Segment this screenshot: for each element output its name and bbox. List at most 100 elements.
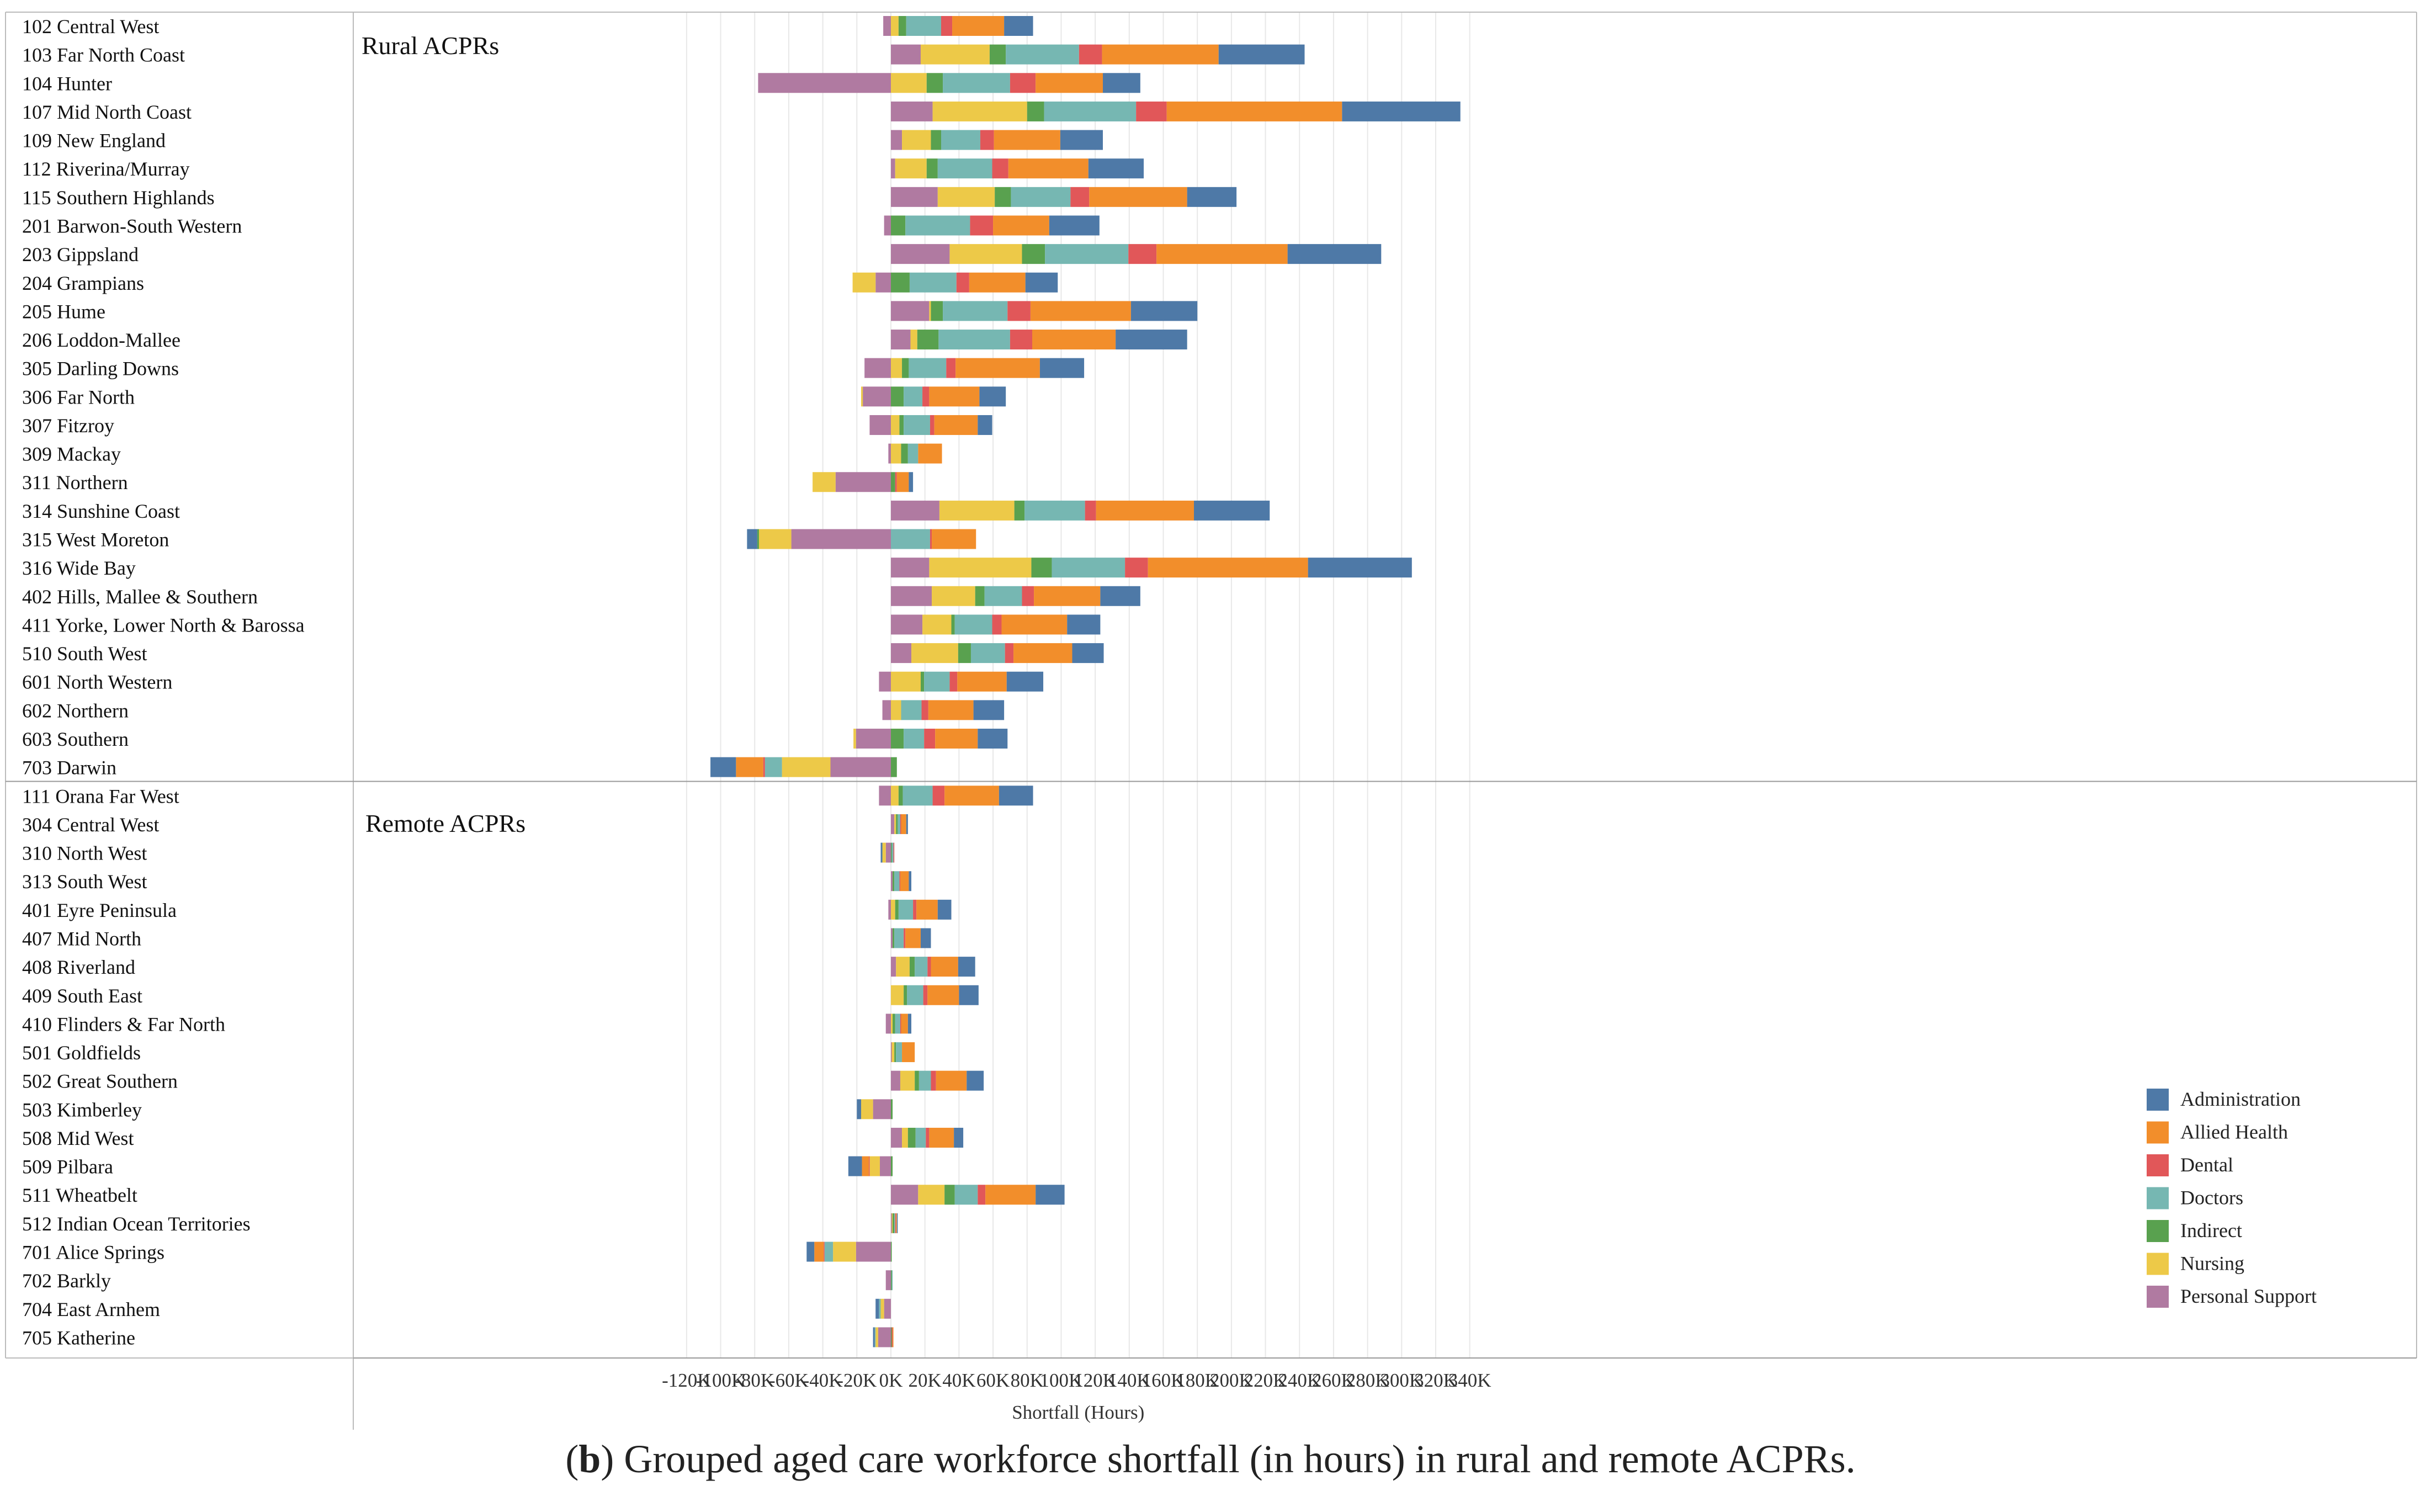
bar-personal-support xyxy=(885,1270,891,1291)
bar-nursing xyxy=(932,101,1027,121)
row-label: 511 Wheatbelt xyxy=(22,1184,137,1206)
bar-indirect xyxy=(899,415,904,435)
bar-doctors xyxy=(984,586,1022,606)
bar-administration xyxy=(1218,44,1305,65)
bar-dental xyxy=(900,1014,901,1034)
row-label: 102 Central West xyxy=(22,15,159,38)
bar-allied-health xyxy=(928,700,974,720)
row-label: 503 Kimberley xyxy=(22,1099,142,1121)
bar-administration xyxy=(896,1213,898,1233)
row-label: 411 Yorke, Lower North & Barossa xyxy=(22,614,305,636)
bar-doctors xyxy=(954,1185,978,1205)
x-tick-label: -60K xyxy=(769,1370,809,1391)
legend-label: Indirect xyxy=(2180,1219,2242,1242)
bar-allied-health xyxy=(932,529,976,549)
bar-doctors xyxy=(909,272,957,293)
row-label: 313 South West xyxy=(22,871,147,893)
bar-personal-support xyxy=(878,1327,891,1347)
bar-doctors xyxy=(904,729,925,749)
bar-administration xyxy=(875,1298,879,1319)
bar-personal-support xyxy=(884,1298,891,1319)
bar-indirect xyxy=(891,729,904,749)
bar-administration xyxy=(967,1070,984,1091)
x-tick-label: 140K xyxy=(1108,1370,1151,1391)
bar-nursing xyxy=(902,130,931,150)
bar-dental xyxy=(1007,301,1031,321)
row-label: 410 Flinders & Far North xyxy=(22,1013,225,1035)
bar-indirect xyxy=(917,330,939,350)
row-label: 501 Goldfields xyxy=(22,1042,141,1064)
bar-doctors xyxy=(896,1042,902,1063)
bar-nursing xyxy=(891,786,899,806)
bar-personal-support xyxy=(879,671,891,692)
bar-personal-support xyxy=(891,586,932,606)
bar-nursing xyxy=(891,1213,893,1233)
bar-personal-support xyxy=(891,957,896,977)
row-label: 311 Northern xyxy=(22,471,128,494)
legend-label: Doctors xyxy=(2180,1187,2243,1209)
group-title-remote-acprs: Remote ACPRs xyxy=(365,809,525,837)
bar-dental xyxy=(868,1156,870,1176)
bar-doctors xyxy=(954,614,992,635)
row-label: 107 Mid North Coast xyxy=(22,101,192,123)
bar-indirect xyxy=(891,1242,892,1262)
bar-doctors xyxy=(915,957,928,977)
bar-administration xyxy=(909,472,914,492)
bar-dental xyxy=(978,1185,986,1205)
bar-allied-health xyxy=(1030,301,1131,321)
bar-nursing xyxy=(891,73,927,93)
bar-administration xyxy=(937,899,952,920)
bar-administration xyxy=(1308,558,1412,578)
bar-administration xyxy=(906,814,908,834)
bar-administration xyxy=(1100,586,1140,606)
bar-doctors xyxy=(891,529,930,549)
bar-indirect xyxy=(1022,244,1045,264)
bar-indirect xyxy=(898,16,906,36)
bar-indirect xyxy=(891,1156,893,1176)
legend-swatch-allied-health xyxy=(2147,1121,2169,1144)
bar-administration xyxy=(857,1099,862,1120)
bar-indirect xyxy=(944,1185,955,1205)
bar-dental xyxy=(922,386,930,407)
bar-administration xyxy=(1342,101,1461,121)
bar-administration xyxy=(1039,358,1085,378)
bar-allied-health xyxy=(952,16,1005,36)
bar-nursing xyxy=(932,586,975,606)
bar-allied-health xyxy=(916,899,938,920)
row-label: 115 Southern Highlands xyxy=(22,187,215,209)
bar-nursing xyxy=(869,1156,880,1176)
bar-personal-support xyxy=(891,1042,892,1063)
bar-administration xyxy=(1102,73,1140,93)
row-label: 512 Indian Ocean Territories xyxy=(22,1213,251,1235)
plot-frame xyxy=(5,12,2417,1430)
bar-indirect xyxy=(898,786,903,806)
bar-doctors xyxy=(898,814,900,834)
bar-nursing xyxy=(782,757,831,777)
row-label: 205 Hume xyxy=(22,300,105,322)
bar-administration xyxy=(978,415,992,435)
group-titles: Rural ACPRs Remote ACPRs xyxy=(362,31,525,837)
x-tick-label: 240K xyxy=(1278,1370,1321,1391)
bar-allied-health xyxy=(927,985,959,1005)
legend-label: Personal Support xyxy=(2180,1285,2317,1307)
bar-personal-support xyxy=(863,386,891,407)
row-label: 508 Mid West xyxy=(22,1127,134,1149)
bar-administration xyxy=(806,1242,815,1262)
bar-indirect xyxy=(920,671,925,692)
bar-nursing xyxy=(813,472,836,492)
legend-swatch-nursing xyxy=(2147,1253,2169,1275)
group-title-rural-acprs: Rural ACPRs xyxy=(362,31,499,60)
bar-allied-health xyxy=(814,1242,824,1262)
bar-indirect xyxy=(894,1042,896,1063)
bar-allied-health xyxy=(1148,558,1308,578)
bar-administration xyxy=(1088,158,1144,179)
bar-dental xyxy=(926,1127,930,1148)
bar-nursing xyxy=(852,272,876,293)
bar-doctors xyxy=(937,158,992,179)
bar-doctors xyxy=(874,1327,876,1347)
bar-doctors xyxy=(938,330,1010,350)
bar-allied-health xyxy=(918,443,942,464)
bar-personal-support xyxy=(891,1070,900,1091)
legend-swatch-indirect xyxy=(2147,1220,2169,1242)
bar-administration xyxy=(1025,272,1058,293)
